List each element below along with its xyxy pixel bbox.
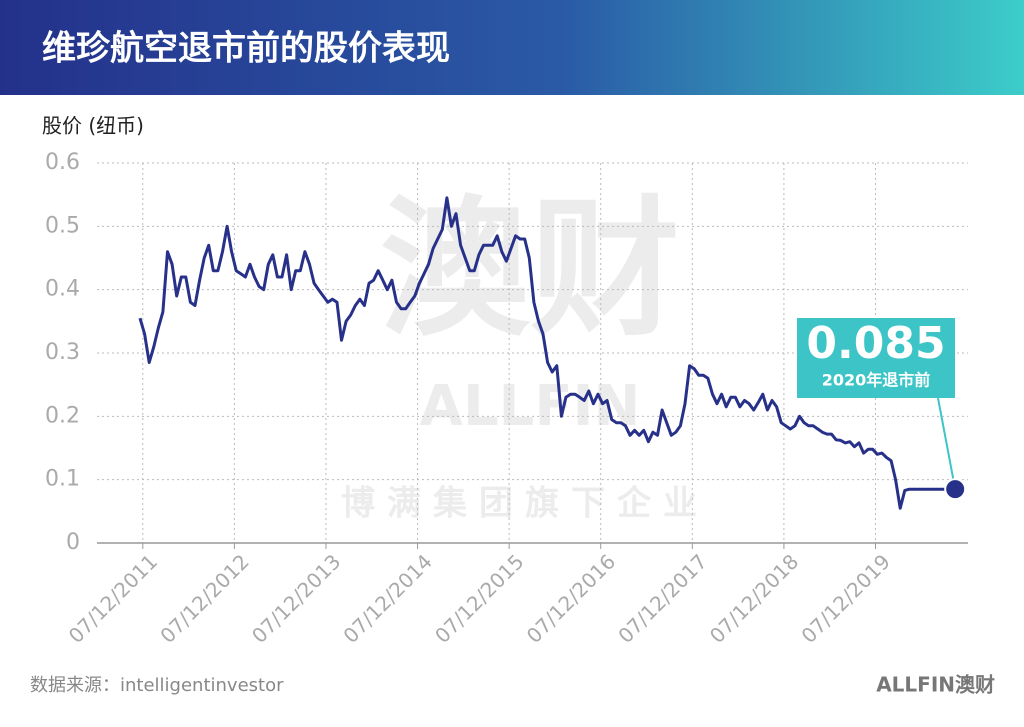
x-tick-label: 07/12/2014	[338, 549, 436, 647]
header-band	[0, 0, 1024, 95]
y-tick-label: 0.1	[45, 467, 80, 492]
callout-value: 0.085	[806, 318, 945, 369]
callout-box	[797, 318, 955, 398]
x-tick-label: 07/12/2016	[522, 549, 620, 647]
callout-text: 2020年退市前	[822, 371, 931, 390]
x-tick-label: 07/12/2015	[430, 549, 528, 647]
y-tick-label: 0.5	[45, 213, 80, 238]
y-tick-label: 0.4	[45, 277, 80, 302]
y-tick-label: 0.6	[45, 150, 80, 175]
x-tick-label: 07/12/2017	[613, 549, 711, 647]
watermark-brand: ALLFIN	[420, 374, 641, 439]
source-note: 数据来源：intelligentinvestor	[30, 675, 284, 696]
y-tick-label: 0.2	[45, 403, 80, 428]
end-point	[944, 478, 967, 501]
page-title: 维珍航空退市前的股价表现	[42, 29, 450, 69]
x-tick-label: 07/12/2012	[155, 549, 253, 647]
y-tick-label: 0	[66, 530, 80, 555]
y-tick-label: 0.3	[45, 340, 80, 365]
x-tick-label: 07/12/2018	[705, 549, 803, 647]
watermark-tagline: 博满集团旗下企业	[341, 484, 709, 524]
footer-logo: ALLFIN澳财	[876, 673, 995, 697]
y-axis-label: 股价 (纽币)	[42, 114, 144, 138]
callout-pointer	[937, 397, 957, 490]
x-tick-label: 07/12/2013	[247, 549, 345, 647]
x-tick-label: 07/12/2011	[64, 549, 162, 647]
x-tick-label: 07/12/2019	[796, 549, 894, 647]
price-line	[138, 196, 956, 510]
